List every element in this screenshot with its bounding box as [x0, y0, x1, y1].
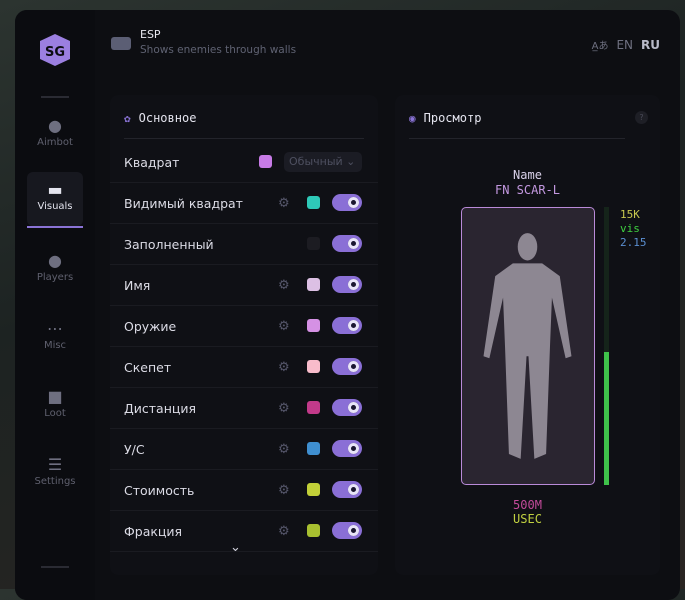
color-swatch[interactable]: [307, 401, 320, 414]
help-button[interactable]: ?: [635, 111, 648, 124]
toggle[interactable]: [332, 317, 362, 334]
gear-icon[interactable]: ⚙: [278, 401, 290, 416]
preview-kd: 2.15: [620, 236, 647, 249]
logo: SG: [40, 34, 70, 66]
setting-row: Дистанция ⚙: [110, 388, 378, 429]
preview-faction: USEC: [513, 512, 542, 526]
setting-row: Заполненный: [110, 224, 378, 265]
preview-distance: 500M: [513, 498, 542, 512]
divider: [124, 138, 364, 139]
eye-icon: ◉: [409, 111, 416, 125]
sidebar-item-loot[interactable]: ■ Loot: [44, 387, 66, 419]
divider: [41, 566, 69, 568]
app-window: SG ● Aimbot ▬ Visuals ● Players ⋯ Misc ■ Loot ☰ Set…: [15, 10, 680, 600]
sidebar-item-misc[interactable]: ⋯ Misc: [43, 319, 67, 351]
divider: [409, 138, 625, 139]
toggle[interactable]: [332, 481, 362, 498]
setting-row: У/С ⚙: [110, 429, 378, 470]
main-settings-panel: ✿ Основное Квадрат Обычный ⌄ Видимый квадра…: [110, 95, 378, 575]
health-fill: [604, 351, 609, 485]
preview-box: [461, 207, 595, 485]
color-swatch[interactable]: [307, 278, 320, 291]
gear-icon[interactable]: ⚙: [278, 319, 290, 334]
setting-row: Фракция ⚙: [110, 511, 378, 552]
color-swatch[interactable]: [259, 155, 272, 168]
sidebar-item-players[interactable]: ● Players: [36, 251, 74, 283]
users-icon: ●: [48, 251, 62, 270]
setting-row: Имя ⚙: [110, 265, 378, 306]
gear-icon[interactable]: ⚙: [278, 278, 290, 293]
toggle[interactable]: [332, 440, 362, 457]
color-swatch[interactable]: [307, 483, 320, 496]
preview-panel: ◉ Просмотр ? Name FN SCAR-L 15K vis 2.15 …: [395, 95, 660, 575]
preview-visible: vis: [620, 222, 640, 235]
setting-row: Скепет ⚙: [110, 347, 378, 388]
vr-goggles-icon: [111, 37, 131, 50]
gear-icon[interactable]: ⚙: [278, 483, 290, 498]
gear-icon[interactable]: ⚙: [278, 524, 290, 539]
toggle[interactable]: [332, 358, 362, 375]
preview-name: Name: [513, 168, 542, 182]
dots-icon: ⋯: [47, 319, 63, 338]
page-title: ESP: [140, 28, 161, 41]
panel-title: Просмотр: [423, 111, 482, 125]
toggle[interactable]: [332, 522, 362, 539]
sidebar: SG ● Aimbot ▬ Visuals ● Players ⋯ Misc ■ Loot ☰ Set…: [15, 10, 95, 600]
translate-icon: A̲あ: [591, 41, 609, 52]
preview-weapon: FN SCAR-L: [494, 183, 561, 197]
setting-row: Квадрат Обычный ⌄: [110, 142, 378, 183]
color-swatch[interactable]: [307, 237, 320, 250]
toggle[interactable]: [332, 399, 362, 416]
sidebar-item-settings[interactable]: ☰ Settings: [34, 455, 76, 487]
color-swatch[interactable]: [307, 319, 320, 332]
gear-icon[interactable]: ⚙: [278, 360, 290, 375]
setting-row: Видимый квадрат ⚙: [110, 183, 378, 224]
sidebar-item-aimbot[interactable]: ● Aimbot: [37, 116, 73, 148]
gear-icon[interactable]: ⚙: [278, 196, 290, 211]
scroll-down-icon[interactable]: ⌄: [230, 540, 241, 555]
player-model: [483, 233, 572, 459]
toggle[interactable]: [332, 235, 362, 252]
vr-goggles-icon: ▬: [47, 180, 63, 199]
gear-icon[interactable]: ⚙: [278, 442, 290, 457]
preview-value: 15K: [620, 208, 640, 221]
list-icon: ☰: [47, 455, 63, 474]
toggle[interactable]: [332, 194, 362, 211]
color-swatch[interactable]: [307, 360, 320, 373]
alien-icon: ●: [48, 116, 62, 135]
gear-icon: ✿: [124, 111, 131, 125]
language-switch: A̲あ EN RU: [591, 37, 660, 53]
sidebar-item-visuals[interactable]: ▬ Visuals: [27, 172, 83, 228]
svg-text:SG: SG: [45, 45, 65, 60]
lang-ru-button[interactable]: RU: [641, 37, 660, 52]
setting-row: Оружие ⚙: [110, 306, 378, 347]
color-swatch[interactable]: [307, 524, 320, 537]
color-swatch[interactable]: [307, 442, 320, 455]
lang-en-button[interactable]: EN: [616, 37, 634, 52]
toolbox-icon: ■: [47, 387, 63, 406]
page-subtitle: Shows enemies through walls: [140, 44, 297, 56]
panel-title: Основное: [138, 111, 197, 125]
color-swatch[interactable]: [307, 196, 320, 209]
divider: [41, 96, 69, 98]
health-bar: [604, 207, 609, 485]
setting-row: Стоимость ⚙: [110, 470, 378, 511]
box-style-select[interactable]: Обычный ⌄: [284, 152, 362, 172]
toggle[interactable]: [332, 276, 362, 293]
